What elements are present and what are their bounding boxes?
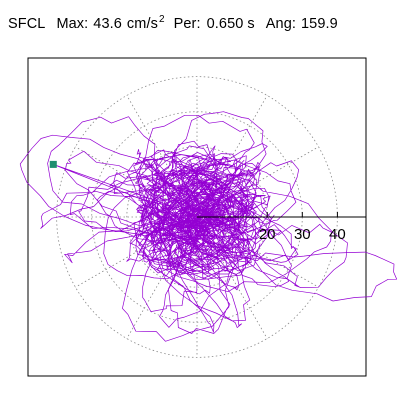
grid-spoke-120 (126, 95, 198, 218)
grid-spoke-60 (196, 95, 268, 218)
max-unit: cm/s (126, 16, 158, 32)
angle-label: Ang: (265, 16, 296, 32)
angle-value: 159.9 (301, 16, 338, 32)
radial-tick-label-40: 40 (329, 226, 346, 243)
max-unit-exponent: 2 (158, 14, 165, 25)
station-code: SFCL (8, 16, 46, 32)
grid-spoke-150 (75, 146, 198, 218)
max-value: 43.6 (93, 16, 122, 32)
radial-axis: 20 30 40 (197, 212, 366, 243)
grid-spoke-30 (196, 146, 319, 218)
grid-spoke-330 (196, 216, 319, 288)
radial-tick-label-20: 20 (259, 226, 276, 243)
grid-spoke-300 (196, 216, 268, 339)
plot-header: SFCL Max: 43.6 cm/s2 Per: 0.650 s Ang: 159.9 (8, 14, 338, 32)
period-value: 0.650 (206, 16, 244, 32)
peak-marker (49, 160, 57, 168)
grid-spoke-210 (75, 216, 198, 288)
motion-trace-line (19, 111, 398, 342)
max-label: Max: (56, 16, 89, 32)
period-unit: s (247, 16, 255, 32)
grid-spokes (56, 76, 319, 358)
period-label: Per: (173, 16, 201, 32)
radial-tick-label-30: 30 (294, 226, 311, 243)
peak-marker-group (49, 160, 57, 168)
grid-spoke-240 (126, 216, 198, 339)
